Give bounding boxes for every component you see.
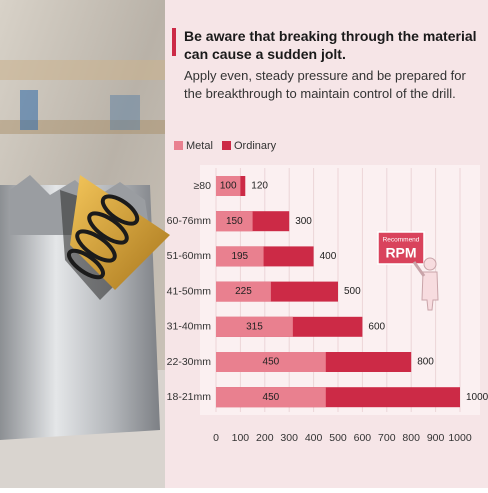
value-label: 150 (226, 216, 243, 227)
photo (0, 0, 170, 488)
value-label: 1000 (466, 392, 488, 403)
x-tick-label: 0 (213, 432, 219, 444)
figure-arm (412, 261, 426, 277)
value-label: 600 (368, 321, 385, 332)
figure-body (421, 271, 439, 311)
y-tick-label: 60-76mm (167, 215, 212, 227)
x-tick-label: 300 (280, 432, 298, 444)
chart: Metal Ordinary 0 100 200 300 400 500 600 700 800 90… (167, 140, 488, 444)
annotation: RPM (385, 245, 416, 261)
bar (216, 352, 326, 372)
heading: Be aware that breaking through the mater… (184, 28, 477, 101)
annotation: Recommend (383, 237, 420, 244)
value-label: 120 (251, 181, 268, 192)
legend-label: Metal (186, 140, 213, 152)
value-label: 100 (220, 181, 237, 192)
y-tick-label: 31-40mm (167, 321, 212, 333)
legend-swatch (174, 141, 183, 150)
value-label: 450 (263, 392, 280, 403)
chart-title: Be aware that breaking through the mater… (184, 28, 477, 62)
bar (216, 281, 271, 302)
bar (216, 387, 326, 408)
bar (216, 211, 253, 232)
bar (216, 316, 293, 337)
x-tick-label: 1000 (448, 432, 472, 444)
x-tick-label: 100 (232, 432, 250, 444)
value-label: 800 (417, 357, 434, 368)
value-label: 450 (263, 357, 280, 368)
y-tick-label: 18-21mm (167, 391, 212, 403)
value-label: 300 (295, 216, 312, 227)
x-tick-label: 800 (402, 432, 420, 444)
title-accent (172, 28, 176, 56)
value-label: 500 (344, 286, 361, 297)
figure-head (423, 257, 437, 271)
value-label: 225 (235, 286, 252, 297)
chart-subtitle: Apply even, steady pressure and be prepa… (184, 68, 466, 101)
x-tick-label: 500 (329, 432, 347, 444)
bar (216, 246, 264, 267)
x-tick-label: 200 (256, 432, 274, 444)
x-tick-label: 700 (378, 432, 396, 444)
bar (216, 176, 241, 196)
value-label: 195 (231, 251, 248, 262)
y-tick-label: 22-30mm (167, 356, 212, 368)
y-tick-label: 41-50mm (167, 285, 212, 297)
value-label: 400 (320, 251, 337, 262)
value-label: 315 (246, 321, 263, 332)
sign-board (377, 231, 425, 265)
x-tick-label: 400 (305, 432, 323, 444)
y-tick-label: 51-60mm (167, 250, 212, 262)
legend-swatch (222, 141, 231, 150)
x-tick-label: 600 (354, 432, 372, 444)
y-tick-label: ≥80 (194, 180, 212, 192)
legend-label: Ordinary (234, 140, 277, 152)
x-tick-label: 900 (427, 432, 445, 444)
